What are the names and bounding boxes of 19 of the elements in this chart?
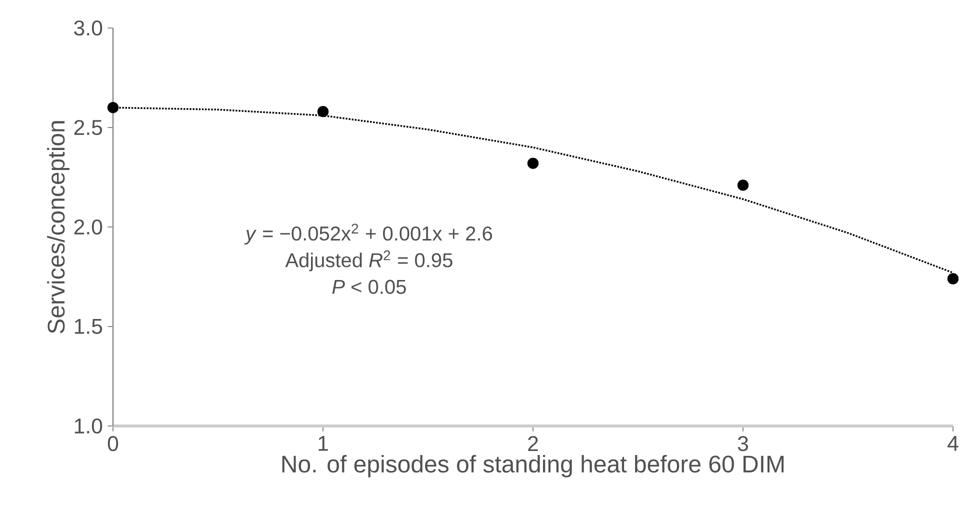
y-tick-label: 1.0 <box>74 418 102 434</box>
annotation: Adjusted R$^{2}$ = 0.95 <box>285 250 452 272</box>
point <box>527 158 539 169</box>
y-tick-label: 2.5 <box>74 120 102 136</box>
point <box>317 106 329 118</box>
y-tick-label: 2.0 <box>74 219 102 235</box>
y-tick-label: 3.0 <box>74 20 102 36</box>
y-tick-label: 1.5 <box>74 319 102 334</box>
y-axis-title: Services/conception <box>47 121 70 334</box>
point <box>107 102 119 114</box>
x-tick-label: 0 <box>108 436 118 452</box>
annotation: P < 0.05 <box>332 280 406 294</box>
x-tick-label: 2 <box>528 436 538 451</box>
x-axis-title: No. of episodes of standing heat before 60 DIM <box>282 454 784 478</box>
annotation: y = −0.052x$^{2}$ + 0.001x + 2.6 <box>244 224 492 245</box>
x-tick-label: 1 <box>318 436 328 451</box>
point <box>737 180 749 191</box>
x-tick-label: 3 <box>738 436 748 452</box>
x-tick-label: 4 <box>948 436 958 451</box>
